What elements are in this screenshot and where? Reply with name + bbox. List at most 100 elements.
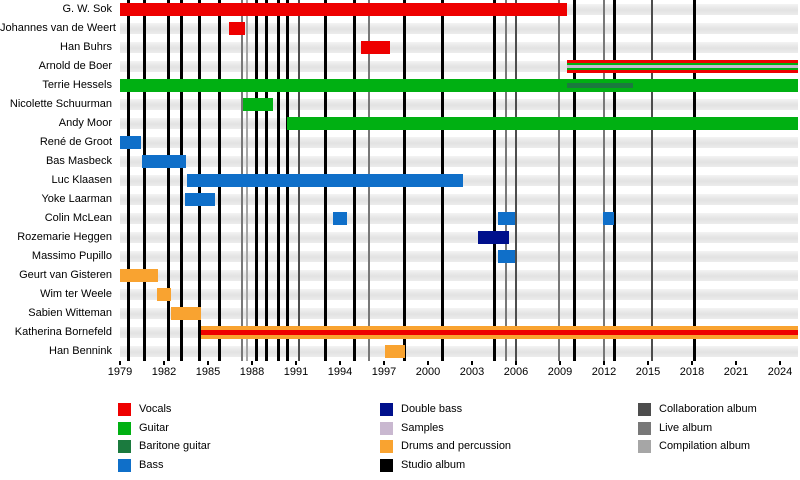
row-track <box>120 213 798 224</box>
live-album-line <box>557 0 560 361</box>
drums-stripe <box>156 288 172 301</box>
member-name-label: Luc Klaasen <box>51 174 112 186</box>
row-track <box>120 232 798 243</box>
member-name-label: G. W. Sok <box>62 3 112 15</box>
x-axis-tick-label: 2021 <box>723 366 749 378</box>
studio-album-line <box>492 0 496 361</box>
x-axis-tick-label: 2024 <box>767 366 793 378</box>
member-name-label: Andy Moor <box>58 117 112 129</box>
legend-swatch-drums <box>380 440 393 454</box>
member-name-label: Sabien Witteman <box>28 307 112 319</box>
x-axis-tick <box>603 361 605 365</box>
member-role-bar <box>498 250 515 263</box>
drums-stripe <box>171 307 201 320</box>
member-role-bar <box>633 79 798 92</box>
member-name-label: Massimo Pupillo <box>31 250 112 262</box>
member-name-label: Johannes van de Weert <box>0 22 116 34</box>
row-track <box>120 346 798 357</box>
guitar-stripe <box>567 67 798 71</box>
guitar-stripe <box>567 62 798 66</box>
member-name-label: Terrie Hessels <box>42 79 112 91</box>
member-role-bar <box>360 41 390 54</box>
member-name-label: Han Bennink <box>49 345 112 357</box>
x-axis-tick-label: 1982 <box>151 366 177 378</box>
member-role-bar <box>228 22 245 35</box>
x-axis-tick-label: 2000 <box>415 366 441 378</box>
drums-stripe <box>200 334 798 339</box>
legend-label: Drums and percussion <box>401 440 512 453</box>
member-name-label: Katherina Bornefeld <box>14 326 112 338</box>
legend-swatch-collaboration <box>638 403 651 416</box>
member-name-label: Bas Masbeck <box>45 155 112 167</box>
legend-label: Baritone guitar <box>139 440 211 453</box>
member-role-bar <box>187 174 464 187</box>
x-axis-tick-label: 2012 <box>591 366 617 378</box>
member-role-bar <box>287 117 798 130</box>
studio-album-line <box>127 0 131 361</box>
x-axis-tick-label: 2018 <box>679 366 705 378</box>
row-track <box>120 42 798 53</box>
x-axis-tick <box>207 361 209 365</box>
member-name-label: Wim ter Weele <box>40 288 112 300</box>
x-axis-tick-label: 1997 <box>371 366 397 378</box>
x-axis-tick <box>735 361 737 365</box>
legend-label: Live album <box>659 421 713 434</box>
guitar-stripe <box>243 98 273 111</box>
x-axis-tick-label: 2006 <box>503 366 529 378</box>
member-role-bar <box>332 212 348 225</box>
row-track <box>120 156 798 167</box>
x-axis-tick <box>515 361 517 365</box>
row-track <box>120 251 798 262</box>
vocals-stripe <box>228 22 245 35</box>
drums-stripe <box>200 326 798 331</box>
row-track <box>120 99 798 110</box>
collaboration-album-line <box>651 0 654 361</box>
legend-swatch-guitar <box>118 421 131 435</box>
drums-stripe <box>120 269 159 282</box>
member-name-label: Geurt van Gisteren <box>19 269 112 281</box>
legend-label: Vocals <box>139 403 172 415</box>
x-axis-tick <box>647 361 649 365</box>
row-track <box>120 270 798 281</box>
legend-label: Guitar <box>139 421 169 434</box>
x-axis-tick-label: 2009 <box>547 366 573 378</box>
collaboration-album-line <box>515 0 517 361</box>
studio-album-line <box>693 0 697 361</box>
drums-stripe <box>385 345 405 358</box>
legend-label: Bass <box>139 459 164 472</box>
legend-label: Double bass <box>401 403 463 415</box>
x-axis-tick <box>559 361 561 365</box>
legend-label: Samples <box>401 421 444 434</box>
bass-stripe <box>187 174 464 187</box>
legend-swatch-baritone <box>118 440 131 454</box>
studio-album-line <box>612 0 616 361</box>
member-role-bar <box>200 326 798 339</box>
live-album-line <box>603 0 605 361</box>
x-axis-tick <box>295 361 297 365</box>
x-axis-tick <box>383 361 385 365</box>
studio-album-line <box>166 0 170 361</box>
x-axis-tick <box>427 361 429 365</box>
x-axis-tick-label: 1994 <box>327 366 353 378</box>
x-axis-tick <box>339 361 341 365</box>
member-name-label: Rozemarie Heggen <box>17 231 112 243</box>
member-role-bar <box>142 155 186 168</box>
x-axis-tick <box>691 361 693 365</box>
baritone-stripe <box>567 83 634 88</box>
member-name-label: Han Buhrs <box>60 41 112 53</box>
member-role-bar <box>171 307 201 320</box>
bass-stripe <box>332 212 348 225</box>
vocals-stripe <box>567 60 798 63</box>
legend-swatch-bass <box>118 459 131 473</box>
member-role-bar <box>156 288 172 301</box>
member-role-bar <box>498 212 515 225</box>
member-role-bar <box>120 79 568 92</box>
x-axis-tick-label: 1985 <box>195 366 221 378</box>
legend-swatch-studio <box>380 459 393 473</box>
x-axis-tick-label: 1991 <box>283 366 309 378</box>
row-track <box>120 194 798 205</box>
x-axis-tick-label: 1979 <box>107 366 133 378</box>
bass-stripe <box>498 250 515 263</box>
guitar-stripe <box>633 79 798 92</box>
member-name-label: Nicolette Schuurman <box>9 98 112 110</box>
